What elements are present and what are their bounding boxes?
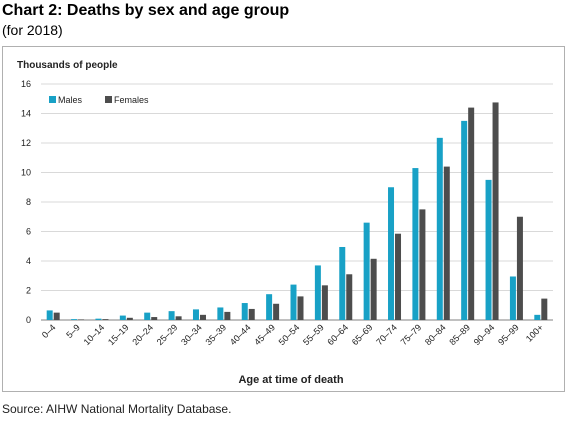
- bar-males: [119, 315, 126, 320]
- bar-chart: 0 2 4 6 8 10 12 14 16 0–4 5–9 10–14 15–19 20–24 25–29…: [17, 60, 553, 386]
- bar-females: [395, 233, 402, 320]
- bar-males: [290, 284, 297, 320]
- bar-males: [339, 246, 346, 320]
- x-tick-label: 80–84: [423, 322, 448, 347]
- legend-swatch-males: [49, 96, 56, 103]
- x-tick-label: 90–94: [472, 322, 497, 347]
- bar-females: [297, 296, 304, 320]
- legend-swatch-females: [105, 96, 112, 103]
- y-tick-label: 4: [26, 256, 31, 266]
- x-tick-label: 35–39: [204, 322, 229, 347]
- chart-title: Chart 2: Deaths by sex and age group: [2, 2, 290, 19]
- chart-subtitle: (for 2018): [2, 22, 63, 38]
- bar-females: [126, 317, 133, 320]
- grid-lines: [41, 83, 553, 321]
- x-tick-label: 30–34: [179, 322, 204, 347]
- bar-females: [199, 314, 206, 320]
- bar-males: [363, 222, 370, 320]
- bar-females: [102, 319, 109, 320]
- y-tick-label: 8: [26, 197, 31, 207]
- bar-males: [71, 319, 78, 320]
- bar-females: [541, 298, 548, 320]
- x-tick-label: 10–14: [82, 322, 107, 347]
- x-tick-label: 25–29: [155, 322, 180, 347]
- bar-males: [388, 187, 395, 320]
- bar-females: [468, 107, 475, 320]
- x-tick-label: 20–24: [130, 322, 155, 347]
- bar-females: [443, 166, 450, 320]
- x-tick-label: 75–79: [399, 322, 424, 347]
- bar-males: [314, 265, 321, 320]
- legend: Males Females: [49, 95, 149, 105]
- bar-males: [266, 294, 273, 320]
- bar-males: [241, 303, 248, 320]
- bar-males: [144, 312, 151, 321]
- bar-females: [151, 317, 158, 320]
- y-axis-label: Thousands of people: [17, 60, 118, 71]
- x-tick-label: 45–49: [252, 322, 277, 347]
- x-tick-label: 40–44: [228, 322, 253, 347]
- x-tick-label: 0–4: [40, 322, 58, 340]
- y-tick-labels: 0 2 4 6 8 10 12 14 16: [21, 79, 31, 325]
- bars: [46, 102, 548, 321]
- bar-females: [273, 303, 280, 320]
- y-tick-label: 2: [26, 286, 31, 296]
- y-tick-label: 14: [21, 109, 31, 119]
- legend-label-males: Males: [58, 95, 83, 105]
- x-tick-label: 5–9: [64, 322, 82, 340]
- bar-females: [516, 216, 523, 320]
- y-tick-label: 12: [21, 138, 31, 148]
- bar-females: [370, 258, 377, 320]
- bar-females: [248, 308, 255, 320]
- x-tick-label: 65–69: [350, 322, 375, 347]
- bar-males: [192, 309, 199, 320]
- x-tick-labels: 0–4 5–9 10–14 15–19 20–24 25–29 30–34 35–39 40–4…: [40, 322, 545, 347]
- bar-females: [53, 312, 60, 321]
- x-tick-label: 50–54: [277, 322, 302, 347]
- y-tick-label: 16: [21, 79, 31, 89]
- bar-males: [509, 276, 516, 320]
- y-tick-label: 10: [21, 168, 31, 178]
- bar-females: [346, 274, 353, 320]
- chart-frame: 0 2 4 6 8 10 12 14 16 0–4 5–9 10–14 15–19 20–24 25–29…: [2, 46, 565, 392]
- bar-males: [534, 314, 541, 320]
- bar-males: [461, 120, 468, 321]
- bar-males: [217, 307, 224, 320]
- x-tick-label: 60–64: [325, 322, 350, 347]
- source-note: Source: AIHW National Mortality Database…: [2, 402, 232, 416]
- x-axis-label: Age at time of death: [238, 374, 343, 386]
- bar-males: [168, 311, 175, 320]
- bar-males: [436, 137, 443, 320]
- bar-males: [412, 168, 419, 320]
- bar-females: [175, 316, 182, 320]
- y-tick-label: 0: [26, 315, 31, 325]
- bar-females: [321, 285, 328, 320]
- bar-males: [95, 318, 102, 320]
- y-tick-label: 6: [26, 227, 31, 237]
- x-tick-label: 70–74: [374, 322, 399, 347]
- bar-females: [224, 311, 231, 320]
- bar-males: [485, 179, 492, 321]
- bar-females: [419, 209, 426, 321]
- x-tick-label: 15–19: [106, 322, 131, 347]
- bar-females: [78, 319, 85, 320]
- x-tick-label: 100+: [524, 322, 545, 343]
- x-tick-label: 55–59: [301, 322, 326, 347]
- x-tick-label: 85–89: [447, 322, 472, 347]
- legend-label-females: Females: [114, 95, 149, 105]
- x-tick-label: 95–99: [496, 322, 521, 347]
- bar-females: [492, 102, 499, 320]
- bar-males: [46, 310, 53, 320]
